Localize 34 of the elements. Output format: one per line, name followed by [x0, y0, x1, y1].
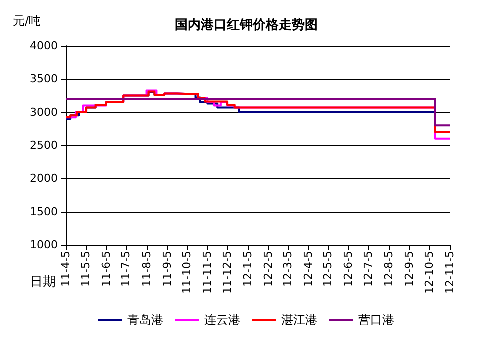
x-tick-label: 12-5-5	[322, 251, 335, 287]
x-tick-label: 12-2-5	[262, 251, 276, 287]
y-tick-label: 1000	[30, 238, 58, 252]
x-tick-label: 11-8-5	[140, 251, 154, 287]
x-tick-label: 11-4-5	[60, 251, 72, 287]
x-tick-label: 12-11-5	[444, 251, 456, 294]
x-tick-label: 11-12-5	[221, 251, 234, 294]
x-tick-label: 12-4-5	[302, 251, 315, 287]
x-tick-label: 12-10-5	[422, 251, 436, 294]
y-tick-label: 1500	[30, 205, 58, 218]
x-tick-label: 11-5-5	[79, 251, 92, 287]
y-axis-title: 元/吨	[13, 14, 42, 28]
x-tick-label: 11-9-5	[160, 251, 174, 287]
x-tick-label: 11-6-5	[100, 251, 113, 287]
legend-label: 连云港	[204, 313, 240, 327]
y-tick-label: 3000	[30, 106, 58, 119]
legend-label: 青岛港	[128, 313, 164, 327]
x-tick-label: 12-7-5	[362, 251, 376, 287]
x-tick-label: 12-1-5	[242, 251, 255, 287]
x-tick-label: 12-3-5	[281, 251, 294, 287]
legend-label: 湛江港	[282, 313, 318, 327]
y-tick-label: 3500	[30, 72, 58, 86]
x-tick-label: 12-6-5	[342, 251, 356, 287]
y-tick-label: 4000	[30, 40, 58, 52]
y-tick-label: 2500	[30, 139, 58, 152]
legend-label: 营口港	[358, 313, 394, 327]
x-tick-label: 12-9-5	[403, 251, 416, 287]
x-tick-label: 11-7-5	[120, 251, 133, 287]
x-tick-label: 11-10-5	[180, 251, 194, 294]
x-axis-title: 日期	[30, 275, 56, 290]
chart-title: 国内港口红钾价格走势图	[175, 17, 318, 33]
x-tick-label: 12-8-5	[382, 251, 396, 287]
y-tick-label: 2000	[30, 172, 58, 186]
x-tick-label: 11-11-5	[201, 251, 214, 294]
